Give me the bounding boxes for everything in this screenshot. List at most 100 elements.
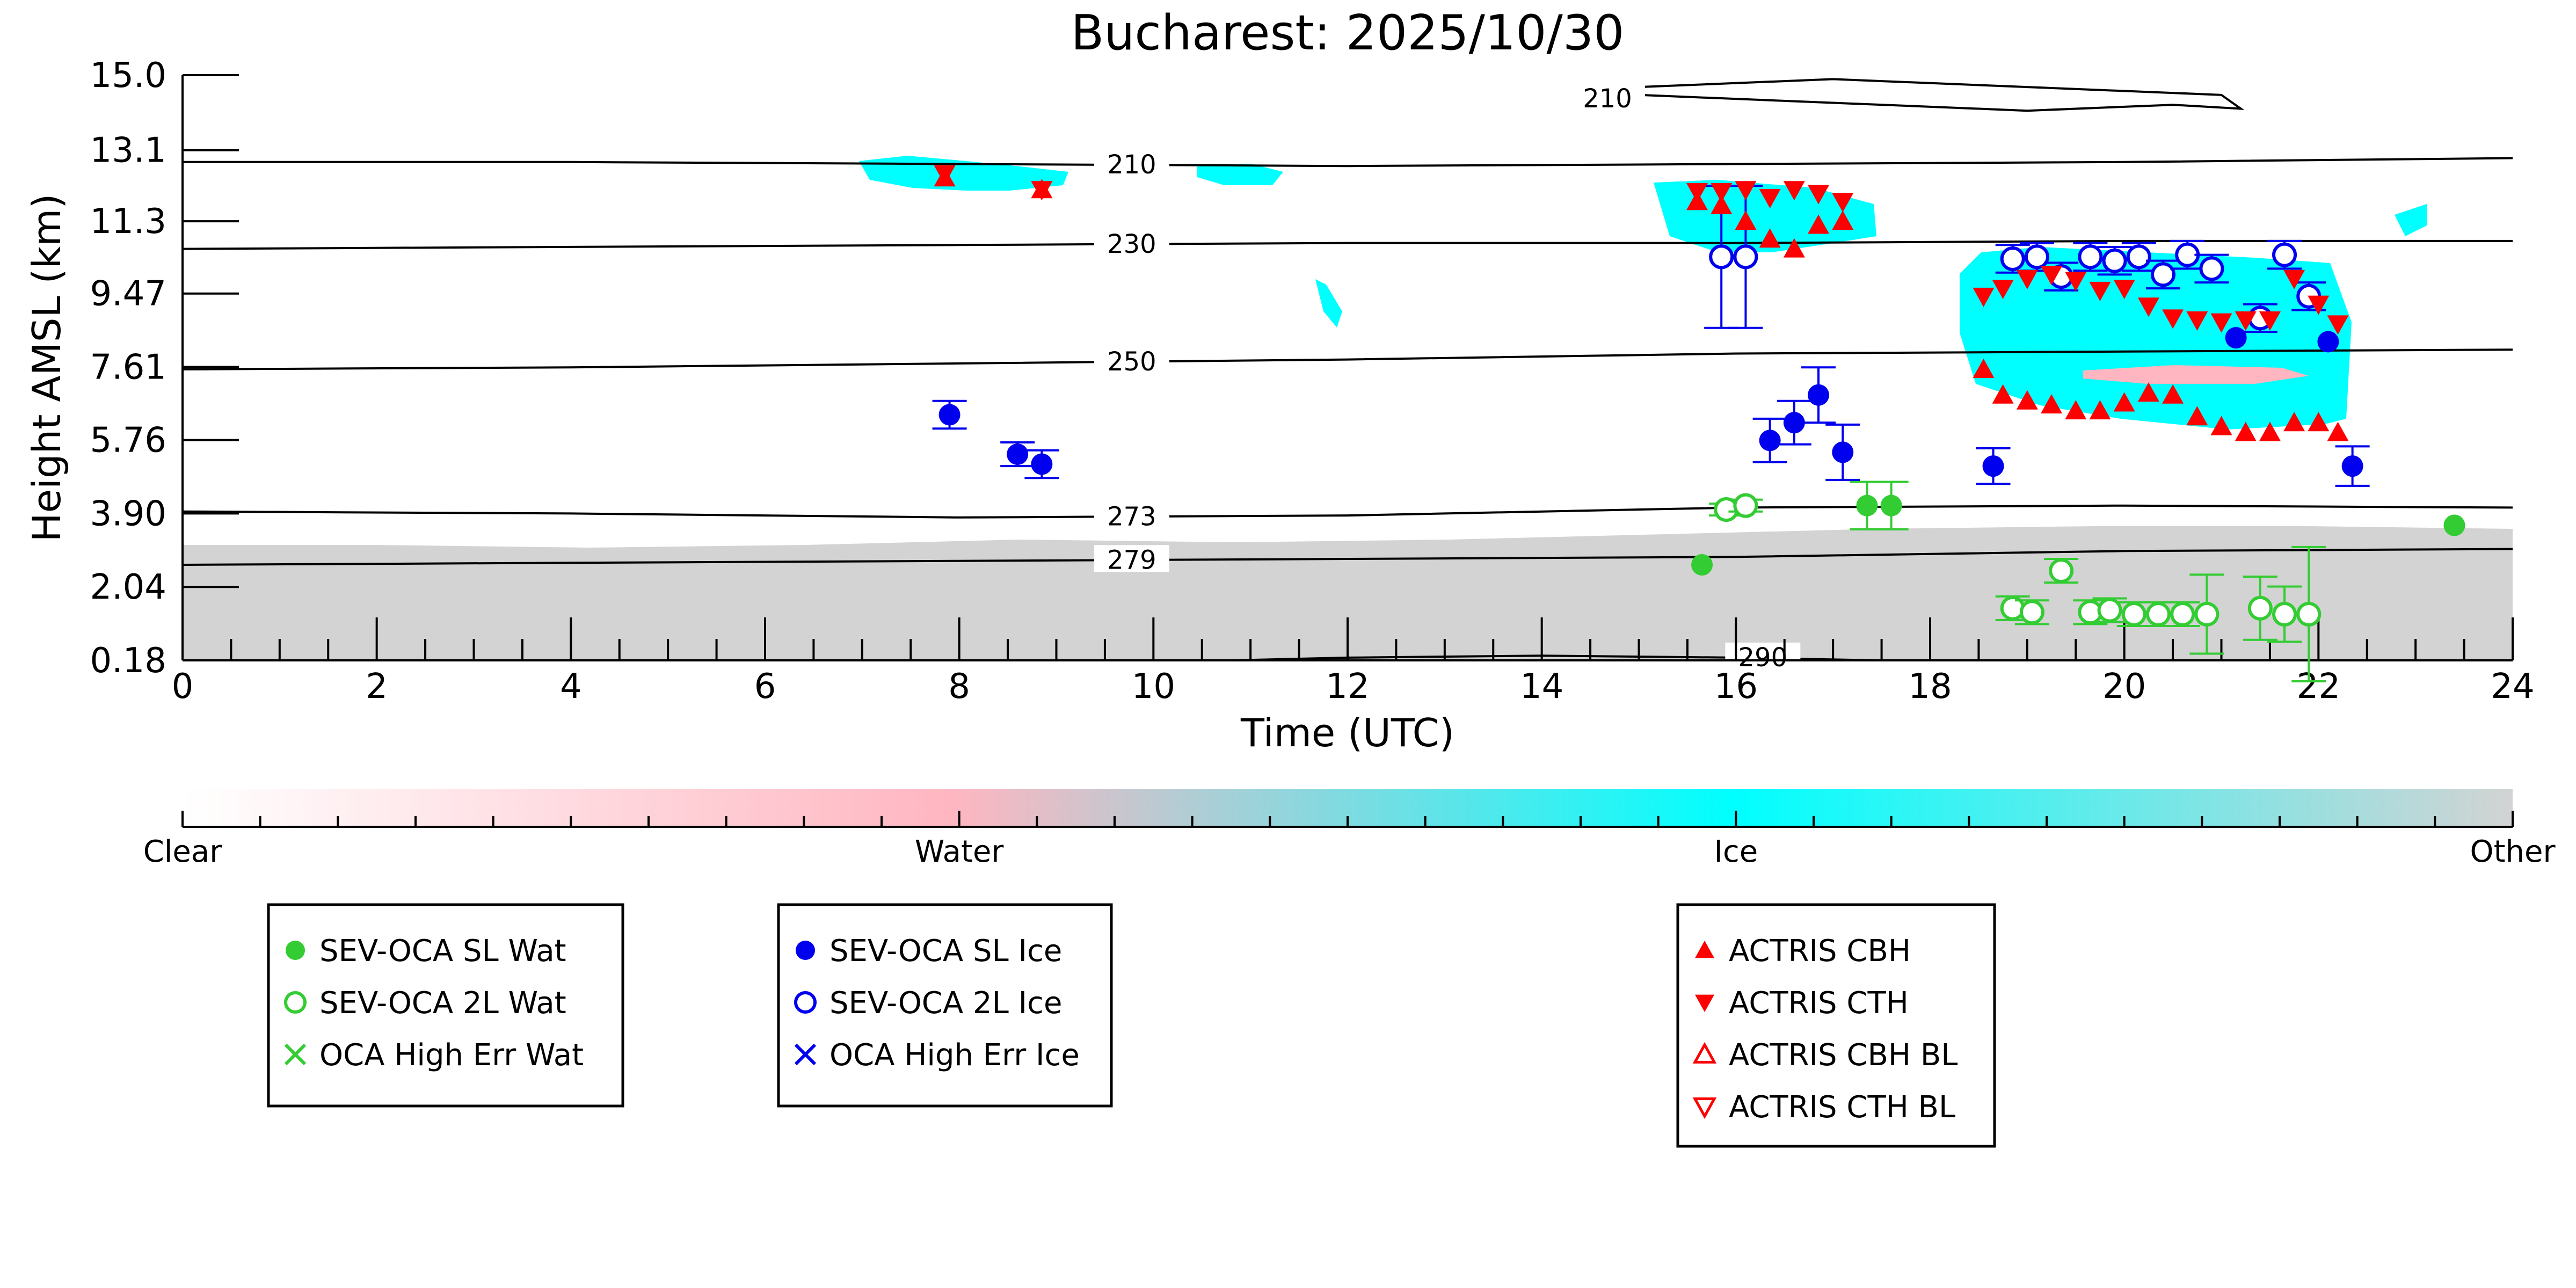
- data-point: [1007, 443, 1029, 465]
- series-sev-oca-2l-ice: [1704, 184, 2326, 333]
- data-point: [1982, 455, 2004, 477]
- data-point: [1808, 384, 1830, 406]
- data-markers: [932, 165, 2465, 682]
- contour-label: 210: [1583, 84, 1632, 114]
- data-point: [1691, 554, 1713, 576]
- data-point: [1880, 494, 1902, 516]
- ice-field-10h: [1197, 164, 1283, 185]
- data-point: [1832, 441, 1854, 463]
- data-point: [2000, 246, 2025, 272]
- y-ticks: 0.18 2.04 3.90 5.76 7.61 9.47 11.3 13.1 15.0: [90, 56, 239, 681]
- colorbar-label: Clear: [143, 834, 222, 869]
- data-point: [2210, 416, 2232, 435]
- data-point: [2019, 600, 2044, 625]
- water-field-8h: [2083, 365, 2309, 384]
- data-point: [1992, 280, 2014, 300]
- x-tick-label: 22: [2297, 667, 2340, 707]
- legend-box: SEV-OCA SL Ice SEV-OCA 2L Ice OCA High Err…: [777, 903, 1113, 1108]
- contour-label: 230: [1107, 229, 1156, 259]
- data-point: [1714, 497, 1739, 522]
- y-tick-label: 7.61: [90, 348, 167, 388]
- data-point: [2102, 248, 2127, 273]
- data-point: [2041, 394, 2063, 414]
- legend-marker: [794, 991, 817, 1014]
- ice-field-23h: [2395, 204, 2427, 236]
- data-point: [1992, 384, 2014, 404]
- data-point: [2151, 262, 2175, 287]
- data-point: [2089, 400, 2111, 420]
- data-point: [1759, 189, 1781, 209]
- data-point: [1832, 193, 1854, 213]
- y-tick-label: 2.04: [90, 567, 167, 607]
- colorbar-label: Other: [2470, 834, 2556, 869]
- contour-label: 250: [1107, 347, 1156, 377]
- chart-title: Bucharest: 2025/10/30: [1071, 5, 1625, 61]
- legend-marker: [1692, 1042, 1717, 1064]
- data-point: [1686, 183, 1708, 202]
- x-tick-label: 14: [1520, 667, 1563, 707]
- data-point: [2259, 311, 2281, 331]
- x-axis-label: Time (UTC): [1240, 710, 1454, 755]
- data-point: [1031, 453, 1053, 475]
- x-tick-label: 12: [1326, 667, 1369, 707]
- data-point: [1711, 194, 1733, 214]
- contour-line: [183, 157, 2513, 168]
- legend-entry: ACTRIS CBH: [1729, 934, 1911, 969]
- data-point: [2126, 244, 2151, 270]
- legend-entry: SEV-OCA SL Ice: [829, 934, 1062, 969]
- contour-label-bg: [1094, 149, 1169, 177]
- series-sev-oca-sl-ice: [932, 327, 2370, 487]
- data-point: [938, 404, 960, 426]
- y-tick-label: 13.1: [90, 131, 167, 171]
- contour-labels: 290 279 273 250 230 210 210: [1094, 84, 1801, 673]
- data-point: [2121, 601, 2146, 627]
- data-point: [1808, 185, 1830, 205]
- data-point: [2199, 256, 2224, 281]
- contour-line: [183, 548, 2513, 566]
- legend-entry: ACTRIS CTH BL: [1729, 1090, 1955, 1125]
- legend-box: SEV-OCA SL Wat SEV-OCA 2L Wat OCA High Err…: [267, 903, 624, 1108]
- data-point: [2016, 390, 2038, 410]
- legend-box: ACTRIS CBH ACTRIS CTH ACTRIS CBH BL ACTRIS …: [1676, 903, 1996, 1148]
- contour-label-bg: [1094, 545, 1169, 572]
- data-point: [2113, 392, 2135, 412]
- legend-entry: SEV-OCA SL Wat: [319, 934, 566, 969]
- data-point: [2272, 601, 2297, 627]
- data-point: [2283, 412, 2305, 432]
- contour-label-bg: [1094, 229, 1169, 256]
- legend-entry: SEV-OCA 2L Wat: [319, 986, 566, 1021]
- data-point: [2317, 331, 2339, 353]
- data-point: [1733, 244, 1758, 270]
- legend-marker: [286, 941, 305, 960]
- legend-frame: [267, 903, 624, 1108]
- legend-entry: OCA High Err Wat: [319, 1038, 584, 1073]
- data-point: [2259, 421, 2281, 441]
- data-point: [2162, 309, 2184, 329]
- temperature-contours: [183, 78, 2513, 660]
- contour-label: 210: [1107, 150, 1156, 180]
- data-point: [1832, 210, 1854, 230]
- data-point: [2194, 601, 2220, 627]
- legends: SEV-OCA SL Wat SEV-OCA 2L Wat OCA High Err…: [267, 903, 1996, 1148]
- data-point: [1856, 494, 1878, 516]
- contour-line: [183, 348, 2513, 370]
- legend-marker: [794, 1043, 817, 1066]
- x-tick-label: 24: [2491, 667, 2534, 707]
- data-point: [2308, 295, 2330, 315]
- y-axis-label: Height AMSL (km): [24, 194, 69, 542]
- legend-entry: ACTRIS CBH BL: [1729, 1038, 1958, 1073]
- data-point: [1973, 287, 1995, 307]
- data-point: [2327, 315, 2349, 335]
- data-point: [2327, 421, 2349, 441]
- data-point: [2097, 598, 2122, 623]
- data-point: [2225, 327, 2247, 349]
- legend-marker: [284, 991, 307, 1014]
- colorbar-ticks: [181, 811, 2514, 827]
- x-tick-label: 0: [172, 667, 194, 707]
- data-point: [2016, 270, 2038, 289]
- data-point: [2089, 281, 2111, 301]
- data-point: [1759, 430, 1781, 452]
- legend-marker: [1692, 1097, 1717, 1119]
- contour-line: [1580, 78, 2245, 112]
- colorbar-label: Ice: [1714, 834, 1758, 869]
